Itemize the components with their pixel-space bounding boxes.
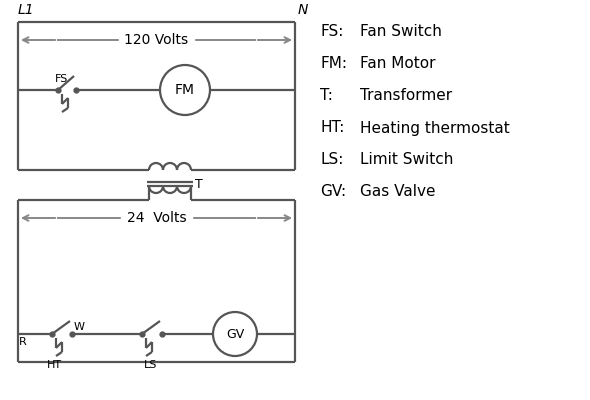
Text: HT: HT [47,360,62,370]
Text: FM:: FM: [320,56,347,72]
Text: N: N [298,3,309,17]
Text: FM: FM [175,83,195,97]
Text: Heating thermostat: Heating thermostat [360,120,510,136]
Text: GV:: GV: [320,184,346,200]
Text: T: T [195,178,203,190]
Text: Limit Switch: Limit Switch [360,152,453,168]
Text: W: W [74,322,85,332]
Text: Transformer: Transformer [360,88,452,104]
Text: Fan Motor: Fan Motor [360,56,435,72]
Text: L1: L1 [18,3,35,17]
Text: Gas Valve: Gas Valve [360,184,435,200]
Text: LS:: LS: [320,152,343,168]
Text: 24  Volts: 24 Volts [127,211,186,225]
Text: FS:: FS: [320,24,343,40]
Text: GV: GV [226,328,244,340]
Text: LS: LS [144,360,158,370]
Text: 120 Volts: 120 Volts [124,33,189,47]
Text: FS: FS [55,74,68,84]
Text: HT:: HT: [320,120,345,136]
Text: R: R [19,337,27,347]
Text: Fan Switch: Fan Switch [360,24,442,40]
Text: T:: T: [320,88,333,104]
